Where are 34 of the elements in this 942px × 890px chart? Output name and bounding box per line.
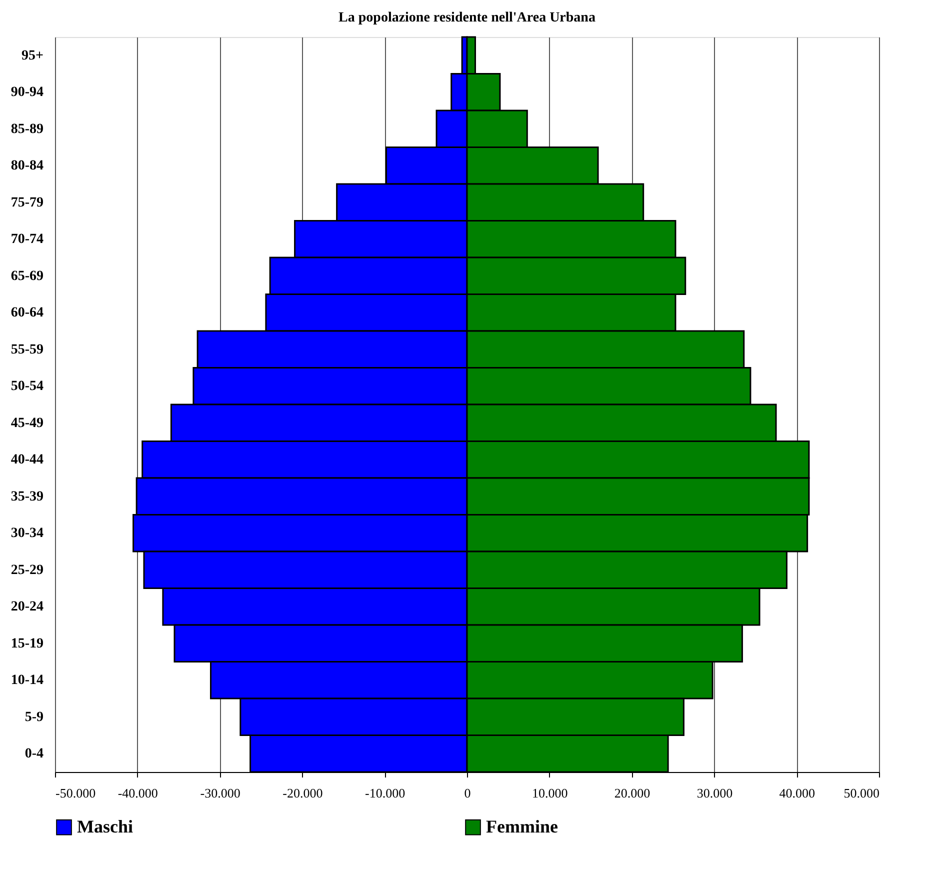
x-tick-label: -30.000 (200, 786, 240, 800)
x-tick-label: 50.000 (844, 786, 880, 800)
y-tick-label: 75-79 (10, 195, 44, 210)
x-tick-label: -40.000 (118, 786, 158, 800)
chart-title: La popolazione residente nell'Area Urbana (338, 10, 596, 26)
y-tick-label: 25-29 (10, 562, 44, 578)
y-tick-label: 20-24 (10, 600, 44, 615)
x-tick-label: 30.000 (696, 786, 733, 800)
y-tick-label: 5-9 (24, 710, 44, 725)
x-tick-label: 0 (464, 786, 471, 800)
x-tick-label: 10.000 (532, 786, 568, 800)
x-tick-label: -10.000 (365, 786, 406, 800)
y-tick-label: 15-19 (10, 636, 44, 652)
y-tick-label: 80-84 (10, 158, 44, 174)
x-tick-label: 40.000 (779, 786, 815, 800)
legend-label: Femmine (486, 816, 558, 836)
x-tick-label: 20.000 (614, 786, 650, 800)
y-tick-label: 50-54 (10, 379, 44, 394)
y-tick-label: 90-94 (10, 85, 44, 100)
y-tick-label: 45-49 (10, 416, 44, 431)
y-tick-label: 60-64 (10, 306, 44, 321)
y-tick-label: 30-34 (10, 526, 44, 542)
y-tick-label: 85-89 (10, 122, 44, 137)
y-tick-label: 0-4 (24, 746, 44, 762)
y-tick-label: 70-74 (10, 232, 44, 248)
y-tick-label: 95+ (22, 48, 44, 64)
x-tick-label: -20.000 (282, 786, 323, 800)
y-tick-label: 65-69 (10, 268, 44, 284)
y-tick-label: 10-14 (10, 673, 44, 688)
x-tick-label: -50.000 (56, 786, 96, 800)
y-tick-label: 40-44 (10, 452, 44, 468)
y-tick-label: 55-59 (10, 342, 44, 358)
legend-label: Maschi (77, 816, 133, 836)
y-tick-label: 35-39 (10, 489, 44, 504)
